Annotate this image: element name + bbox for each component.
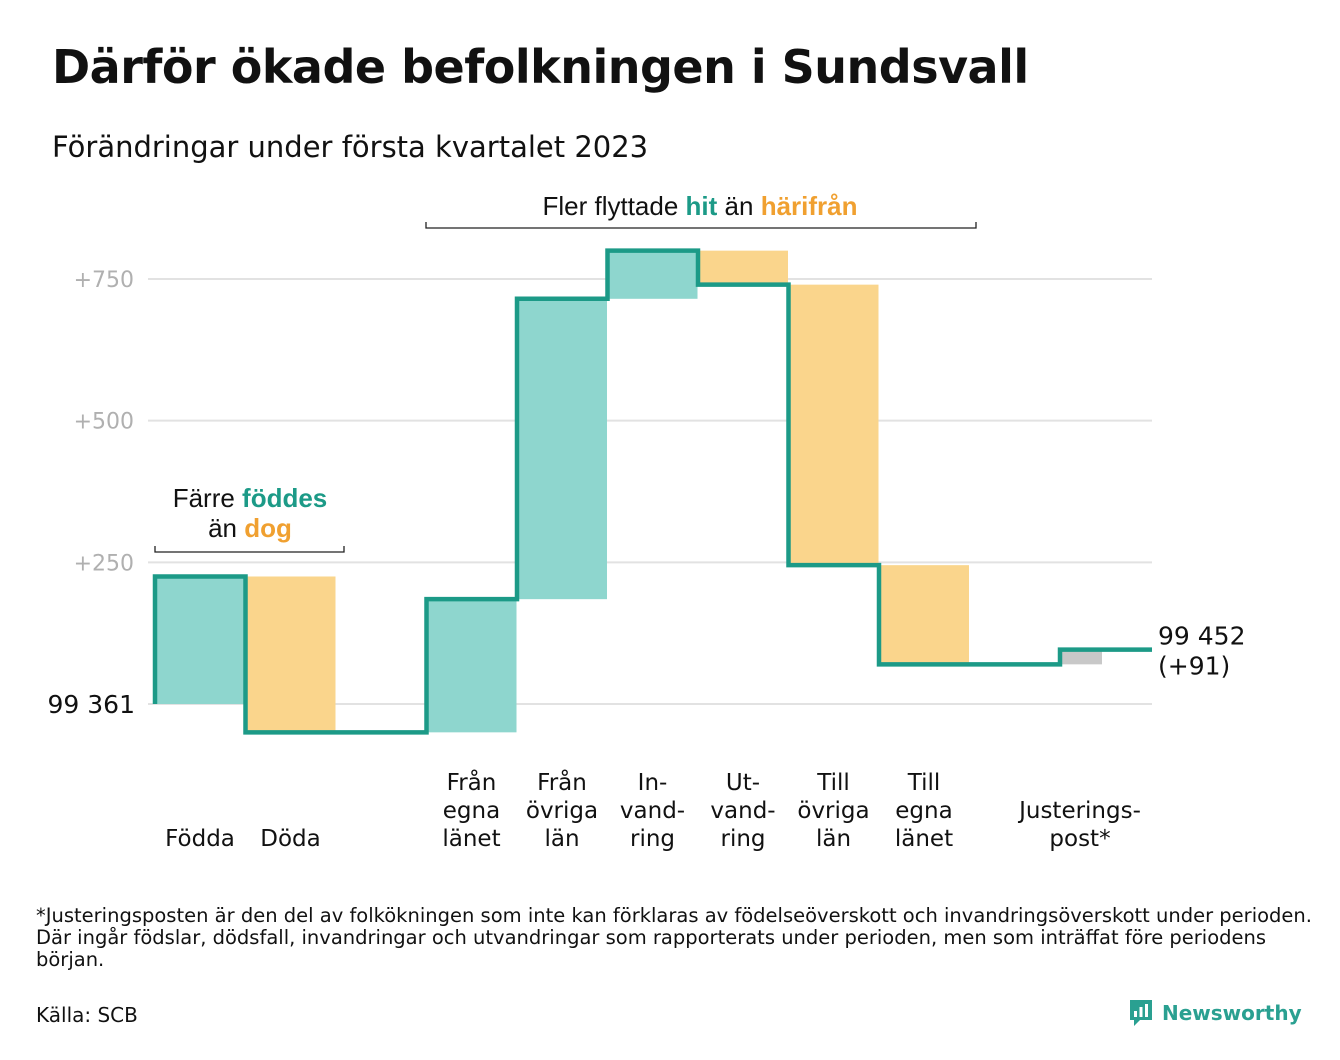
bar-inflow: [607, 250, 698, 299]
x-category-label: Till egna länet: [895, 770, 953, 852]
y-tick-label: +500: [74, 410, 134, 435]
y-tick-label: +750: [74, 268, 134, 293]
x-category-label: Från övriga län: [526, 768, 598, 852]
newsworthy-logo-icon: [1130, 1000, 1152, 1026]
newsworthy-logo[interactable]: Newsworthy: [1128, 998, 1302, 1028]
chart-subtitle: Förändringar under första kvartalet 2023: [52, 130, 649, 164]
labels: +250 +500 +750 Födda Döda Från egna länet Från öv…: [48, 268, 1246, 852]
bar-outflow: [245, 576, 336, 733]
x-category-label: Till övriga län: [797, 770, 869, 852]
x-category-label: Justerings-post*: [1017, 798, 1141, 852]
bar-inflow: [517, 298, 607, 600]
bar-inflow: [426, 599, 517, 733]
births-deaths-annotation-line2: än dog: [208, 513, 292, 543]
births-deaths-annotation-line1: Färre föddes: [173, 483, 328, 513]
bar-outflow: [788, 284, 879, 566]
migration-annotation-text: Fler flyttade hit än härifrån: [542, 191, 857, 221]
footnote: *Justeringsposten är den del av folkökni…: [36, 904, 1312, 971]
newsworthy-logo-text: Newsworthy: [1162, 1001, 1302, 1025]
source: Källa: SCB: [36, 1003, 138, 1027]
chart-title: Därför ökade befolkningen i Sundsvall: [52, 40, 1029, 94]
births-deaths-bracket: [154, 546, 345, 553]
running-total-line: [152, 248, 1152, 735]
x-category-label: In-vand-ring: [620, 770, 685, 852]
migration-annotation: Fler flyttade hit än härifrån: [425, 191, 977, 229]
x-category-label: Från egna länet: [442, 768, 500, 852]
bar-inflow: [155, 576, 245, 704]
waterfall-chart: +250 +500 +750 Födda Döda Från egna länet Från öv…: [48, 191, 1246, 852]
bar-outflow: [879, 565, 969, 665]
x-category-label: Döda: [260, 826, 320, 852]
births-deaths-annotation: Färre föddes än dog: [154, 483, 345, 553]
start-value-label: 99 361: [48, 690, 135, 719]
y-tick-label: +250: [74, 551, 134, 576]
bars: [155, 250, 1102, 733]
x-category-label: Ut-vand-ring: [710, 770, 775, 852]
end-change-label: (+91): [1158, 652, 1230, 681]
bar-outflow: [698, 250, 788, 285]
x-category-label: Födda: [165, 826, 235, 852]
bar-adjustment: [1062, 649, 1102, 665]
migration-bracket: [425, 222, 977, 229]
end-value-label: 99 452: [1158, 622, 1245, 651]
